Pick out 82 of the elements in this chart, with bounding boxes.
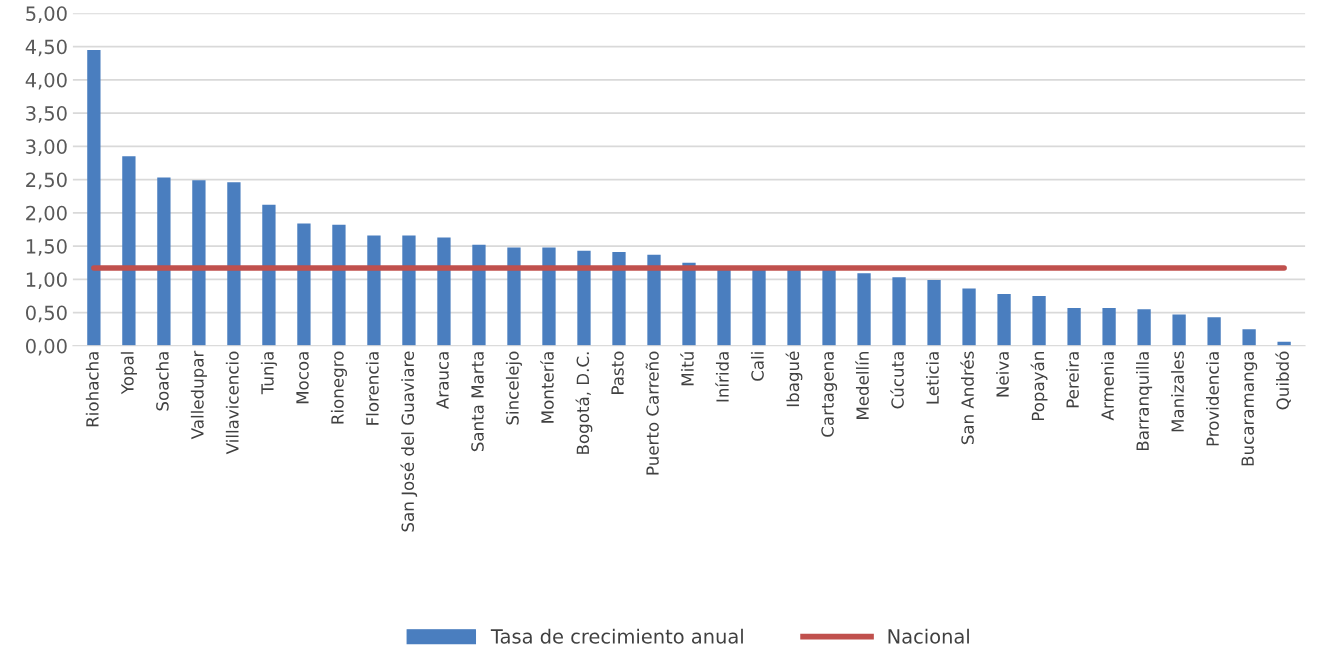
y-tick-label: 0,50 — [26, 305, 67, 323]
x-tick-label: Providencia — [1206, 352, 1219, 446]
x-tick-label: Riohacha — [85, 352, 99, 427]
bar — [192, 180, 206, 346]
x-tick-label: San José del Guaviare — [400, 351, 418, 532]
bar — [1137, 309, 1151, 346]
bar — [752, 268, 766, 346]
bar — [122, 156, 136, 346]
bar — [1067, 307, 1081, 346]
bar — [822, 268, 836, 346]
x-tick-label: Puerto Carreño — [645, 351, 659, 475]
bar — [577, 250, 591, 346]
x-tick-label: Pasto — [611, 351, 624, 394]
bar — [717, 268, 731, 346]
x-tick-label: Barranquilla — [1136, 352, 1153, 451]
y-tick-label: 3,00 — [26, 139, 67, 156]
bar — [892, 277, 906, 346]
x-tick-label: Florencia — [365, 352, 379, 425]
bar — [332, 224, 346, 346]
x-tick-label: Cali — [750, 352, 764, 381]
x-tick-label: San Andrés — [960, 351, 974, 445]
bar — [542, 247, 556, 346]
x-tick-label: Rionegro — [330, 351, 347, 424]
bar — [1102, 307, 1116, 346]
bar — [1032, 295, 1046, 346]
legend-label: Nacional — [888, 628, 969, 644]
x-tick-label: Bucaramanga — [1241, 352, 1258, 466]
x-tick-label: Villavicencio — [225, 351, 239, 455]
x-tick-label: Armenia — [1101, 352, 1114, 421]
x-tick-label: Ibagué — [785, 351, 803, 407]
y-tick-label: 2,50 — [26, 172, 67, 190]
x-tick-label: Medellín — [855, 352, 869, 419]
x-tick-label: Mitú — [680, 352, 694, 386]
bar — [647, 254, 661, 346]
legend-label: Tasa de crecimiento anual — [490, 628, 743, 644]
x-tick-label: Bogotá, D.C. — [575, 352, 593, 454]
x-tick-label: Cartagena — [821, 352, 838, 437]
bar — [507, 247, 521, 346]
x-tick-label: Yopal — [120, 352, 137, 395]
y-tick-label: 4,50 — [25, 39, 67, 57]
x-tick-label: Sincelejo — [505, 351, 523, 425]
y-tick-label: 1,00 — [26, 272, 67, 289]
x-tick-label: Popayán — [1030, 352, 1048, 421]
y-tick-label: 4,00 — [25, 72, 67, 90]
x-tick-label: Mocoa — [296, 352, 309, 404]
bar — [367, 235, 381, 346]
bar — [227, 182, 241, 346]
x-tick-label: Quibdó — [1275, 351, 1291, 410]
x-tick-label: Tunja — [260, 352, 277, 395]
x-tick-label: Inírida — [715, 352, 729, 402]
bar — [262, 204, 276, 346]
bar — [472, 244, 486, 346]
x-tick-label: Manizales — [1171, 351, 1184, 432]
bar — [1172, 314, 1186, 346]
bar — [402, 235, 416, 346]
x-tick-label: Neiva — [996, 352, 1009, 397]
bar — [787, 268, 801, 346]
bar — [682, 262, 696, 346]
bar — [297, 223, 311, 346]
bar — [87, 49, 101, 346]
bar — [1242, 329, 1256, 346]
bar — [927, 279, 941, 346]
bar — [962, 288, 976, 346]
x-tick-label: Pereira — [1066, 352, 1079, 408]
x-tick-label: Cúcuta — [890, 352, 904, 409]
bar — [997, 293, 1011, 346]
x-tick-label: Soacha — [155, 352, 169, 411]
bar — [437, 237, 451, 346]
x-tick-label: Santa Marta — [471, 352, 484, 452]
bar — [857, 273, 871, 346]
bar — [1207, 317, 1221, 346]
y-tick-label: 1,50 — [26, 239, 67, 256]
bar — [612, 252, 626, 346]
y-tick-label: 3,50 — [26, 106, 67, 123]
y-tick-label: 2,00 — [26, 205, 67, 223]
y-tick-label: 5,00 — [26, 6, 67, 23]
y-tick-label: 0,00 — [26, 338, 67, 356]
x-tick-label: Valledupar — [190, 350, 207, 440]
bar — [157, 177, 171, 346]
x-tick-label: Leticia — [925, 352, 939, 404]
x-tick-label: Arauca — [436, 352, 449, 409]
x-tick-label: Montería — [540, 352, 554, 423]
